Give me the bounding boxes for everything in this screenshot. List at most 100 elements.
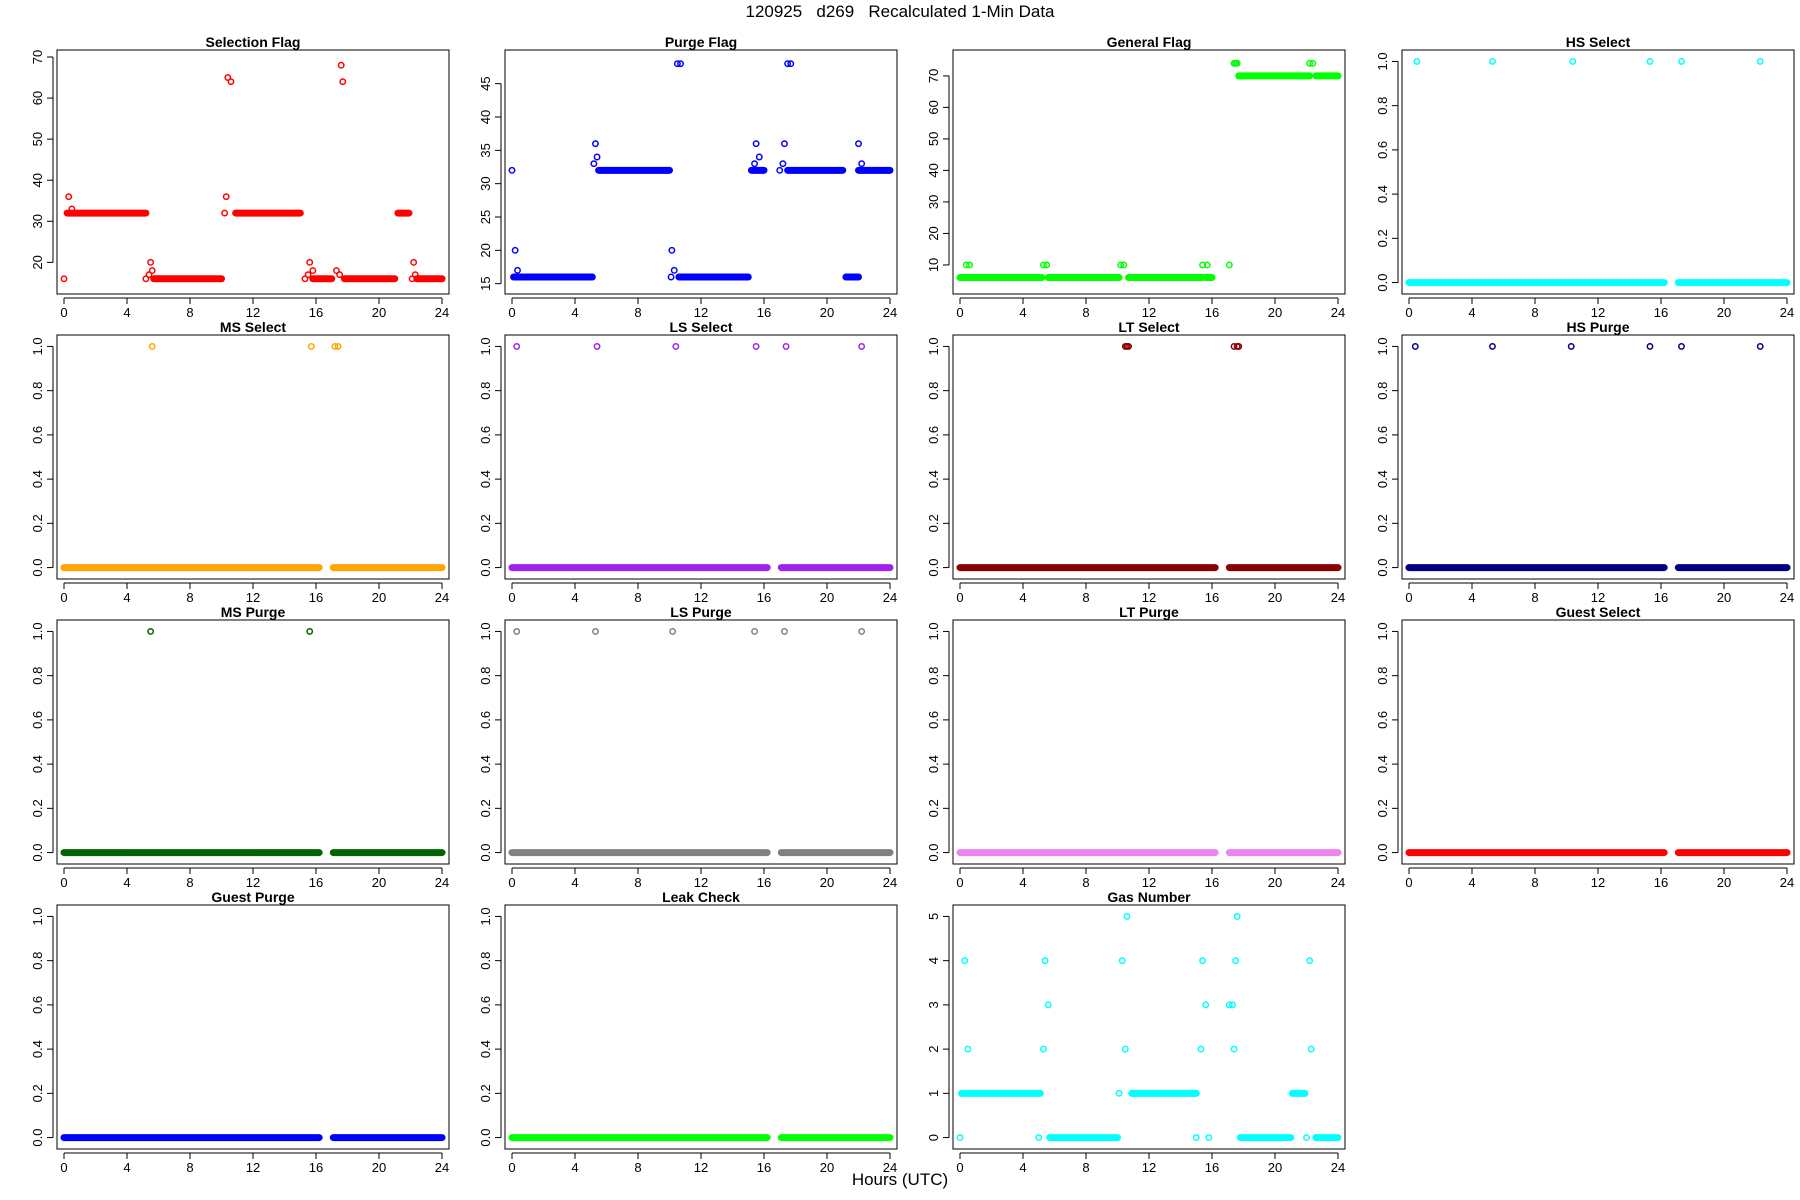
x-tick-label: 12 <box>1591 875 1605 890</box>
x-tick-label: 8 <box>634 875 641 890</box>
panel-lt-purge: LT Purge 0 4 8 12 16 20 24 0.0 0.2 0.4 0.6 0.8 1.0 <box>926 604 1346 890</box>
y-axis: 20 30 40 50 60 70 <box>30 50 54 270</box>
x-tick-label: 20 <box>820 305 834 320</box>
data-point <box>1489 342 1496 350</box>
data-point <box>60 275 68 283</box>
x-tick-label: 12 <box>1142 1160 1156 1175</box>
y-tick-label: 1.0 <box>30 337 45 355</box>
panel-leak-check: Leak Check 0 4 8 12 16 20 24 0.0 0.2 0.4 0.6 0.8 1.0 <box>478 889 898 1175</box>
panel-title: Selection Flag <box>206 34 301 50</box>
x-tick-label: 0 <box>956 875 963 890</box>
x-tick-label: 16 <box>757 305 771 320</box>
data-point <box>1125 342 1132 350</box>
y-tick-label: 0.2 <box>926 514 941 532</box>
data-series <box>956 342 1342 572</box>
data-point <box>782 342 790 350</box>
data-point <box>1043 261 1051 269</box>
x-tick-label: 12 <box>694 875 708 890</box>
data-point <box>147 258 155 266</box>
data-point <box>1120 261 1128 269</box>
y-tick-label: 30 <box>478 176 493 190</box>
data-series <box>956 59 1342 282</box>
x-tick-label: 24 <box>1331 590 1345 605</box>
x-tick-label: 16 <box>757 1160 771 1175</box>
y-tick-label: 0.2 <box>1375 799 1390 817</box>
x-tick-label: 20 <box>1717 590 1731 605</box>
y-tick-label: 0.6 <box>478 996 493 1014</box>
x-tick-label: 16 <box>1654 875 1668 890</box>
data-point <box>964 1045 972 1053</box>
y-tick-label: 0.4 <box>926 470 941 488</box>
x-tick-label: 0 <box>60 305 67 320</box>
data-point <box>1230 1045 1238 1053</box>
data-point <box>306 627 314 635</box>
x-tick-label: 24 <box>883 875 897 890</box>
y-tick-label: 20 <box>926 226 941 240</box>
y-tick-label: 0.2 <box>478 1084 493 1102</box>
y-tick-label: 0.8 <box>926 382 941 400</box>
x-tick-label: 4 <box>571 590 578 605</box>
data-point <box>222 193 230 201</box>
x-tick-label: 0 <box>60 875 67 890</box>
data-point <box>1232 957 1240 965</box>
data-series <box>508 627 894 857</box>
y-tick-label: 70 <box>926 69 941 83</box>
y-tick-label: 0.0 <box>926 559 941 577</box>
y-tick-label: 0.8 <box>30 382 45 400</box>
x-tick-label: 20 <box>372 1160 386 1175</box>
data-point <box>1035 1134 1043 1142</box>
data-point <box>592 627 599 635</box>
data-point <box>309 267 317 275</box>
x-tick-label: 16 <box>1654 590 1668 605</box>
y-tick-label: 0.8 <box>926 667 941 685</box>
x-tick-label: 24 <box>1780 875 1794 890</box>
y-axis: 0 1 2 3 4 5 <box>926 913 950 1141</box>
y-tick-label: 0.4 <box>478 755 493 773</box>
x-tick-label: 0 <box>508 305 515 320</box>
x-tick-label: 8 <box>1082 1160 1089 1175</box>
data-point <box>304 271 312 279</box>
data-point <box>68 205 76 213</box>
x-tick-label: 12 <box>694 305 708 320</box>
data-point <box>1756 57 1764 65</box>
data-point <box>1202 1001 1210 1009</box>
data-point <box>855 140 862 148</box>
x-tick-label: 24 <box>1331 305 1345 320</box>
data-point <box>1233 59 1241 67</box>
y-axis: 0.0 0.2 0.4 0.6 0.8 1.0 <box>926 622 950 862</box>
panel-ms-purge: MS Purge 0 4 8 12 16 20 24 0.0 0.2 0.4 0.6 0.8 1.0 <box>30 604 450 890</box>
x-tick-label: 4 <box>123 590 130 605</box>
data-point <box>1233 912 1241 920</box>
y-tick-label: 1.0 <box>30 907 45 925</box>
y-tick-label: 0.2 <box>478 799 493 817</box>
x-tick-label: 8 <box>634 590 641 605</box>
x-axis: 0 4 8 12 16 20 24 <box>956 867 1345 890</box>
data-point <box>336 271 344 279</box>
y-axis: 0.0 0.2 0.4 0.6 0.8 1.0 <box>30 337 54 577</box>
plot-frame <box>56 49 450 295</box>
data-series <box>60 61 446 283</box>
x-tick-label: 0 <box>1405 305 1412 320</box>
panel-lt-select: LT Select 0 4 8 12 16 20 24 0.0 0.2 0.4 0.6 0.8 1.0 <box>926 319 1346 605</box>
y-tick-label: 0.0 <box>30 559 45 577</box>
y-tick-label: 0 <box>926 1134 941 1141</box>
y-axis: 0.0 0.2 0.4 0.6 0.8 1.0 <box>478 337 502 577</box>
x-tick-label: 4 <box>571 875 578 890</box>
x-tick-label: 8 <box>186 875 193 890</box>
panel-purge-flag: Purge Flag 0 4 8 12 16 20 24 15 20 25 30 35 40 45 <box>478 34 898 320</box>
x-tick-label: 0 <box>956 590 963 605</box>
x-tick-label: 8 <box>634 305 641 320</box>
y-axis: 0.0 0.2 0.4 0.6 0.8 1.0 <box>30 907 54 1147</box>
data-point <box>1306 59 1314 67</box>
panel-hs-select: HS Select 0 4 8 12 16 20 24 0.0 0.2 0.4 0.6 0.8 1.0 <box>1375 34 1795 320</box>
data-point <box>224 74 232 81</box>
panel-title: LT Purge <box>1119 604 1179 620</box>
y-tick-label: 0.4 <box>30 755 45 773</box>
y-tick-label: 30 <box>926 195 941 209</box>
y-tick-label: 0.2 <box>30 514 45 532</box>
plot-frame <box>504 904 898 1150</box>
x-tick-label: 20 <box>820 590 834 605</box>
panel-title: LT Select <box>1118 319 1180 335</box>
x-tick-label: 4 <box>1019 875 1026 890</box>
y-tick-label: 0.4 <box>30 470 45 488</box>
